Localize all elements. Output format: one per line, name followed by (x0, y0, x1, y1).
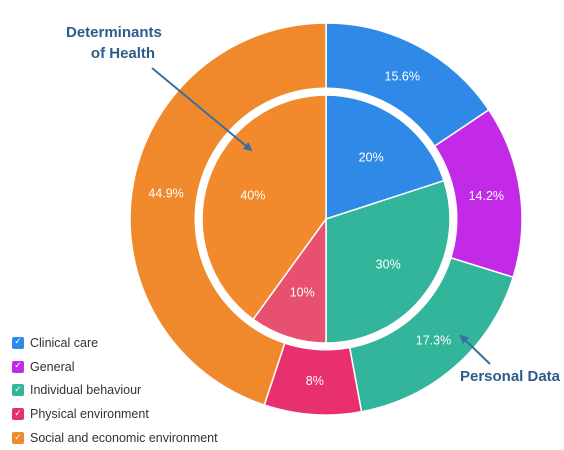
personal-data-arrow (459, 334, 491, 365)
legend-label: Physical environment (30, 407, 149, 422)
outer-label-physical-environment: 8% (306, 374, 324, 388)
determinants-callout: Determinants of Health (66, 24, 166, 62)
legend-item-physical-environment[interactable]: ✓ Physical environment (12, 402, 218, 426)
inner-label-physical-environment: 10% (290, 286, 315, 300)
inner-label-clinical-care: 20% (359, 150, 384, 164)
determinants-arrow (151, 67, 253, 152)
outer-label-general: 14.2% (469, 189, 504, 203)
legend-checkbox[interactable]: ✓ (12, 360, 24, 373)
checkmark-icon: ✓ (14, 432, 22, 443)
slice-labels: 15.6% 14.2% 17.3% 8% 44.9% 20% 30% 10% 40% (148, 70, 504, 389)
inner-slice-clinical-care (325, 94, 445, 221)
legend-checkbox[interactable]: ✓ (12, 384, 24, 397)
personal-data-callout: Personal Data (460, 368, 561, 385)
inner-slice-physical-environment (252, 216, 327, 344)
inner-slice-social-and-economic-environment (201, 94, 327, 321)
outer-label-social-and-economic-environment: 44.9% (148, 187, 183, 201)
checkmark-icon: ✓ (14, 337, 22, 348)
legend-label: Social and economic environment (30, 431, 218, 446)
inner-ring (201, 94, 451, 344)
legend-item-general[interactable]: ✓ General (12, 355, 218, 379)
legend-label: Clinical care (30, 335, 99, 350)
legend-item-social-and-economic-environment[interactable]: ✓ Social and economic environment (12, 426, 218, 450)
legend-item-clinical-care[interactable]: ✓ Clinical care (12, 331, 218, 355)
legend-label: Individual behaviour (30, 383, 142, 398)
outer-label-individual-behaviour: 17.3% (416, 334, 451, 348)
checkmark-icon: ✓ (14, 408, 22, 419)
legend-checkbox[interactable]: ✓ (12, 432, 24, 445)
chart-legend: ✓ Clinical care ✓ General ✓ Individual behavi… (12, 331, 218, 450)
outer-label-clinical-care: 15.6% (385, 70, 420, 84)
legend-checkbox[interactable]: ✓ (12, 336, 24, 349)
inner-label-social-and-economic-environment: 40% (240, 189, 265, 203)
inner-label-individual-behaviour: 30% (376, 258, 401, 272)
checkmark-icon: ✓ (14, 361, 22, 372)
legend-item-individual-behaviour[interactable]: ✓ Individual behaviour (12, 379, 218, 403)
legend-checkbox[interactable]: ✓ (12, 408, 24, 421)
determinants-callout-line-1: Determinants (66, 24, 162, 41)
inner-slice-individual-behaviour (325, 179, 451, 344)
ring-separator (194, 87, 458, 351)
checkmark-icon: ✓ (14, 384, 22, 395)
determinants-callout-line-2: of Health (91, 45, 155, 62)
legend-label: General (30, 359, 75, 374)
